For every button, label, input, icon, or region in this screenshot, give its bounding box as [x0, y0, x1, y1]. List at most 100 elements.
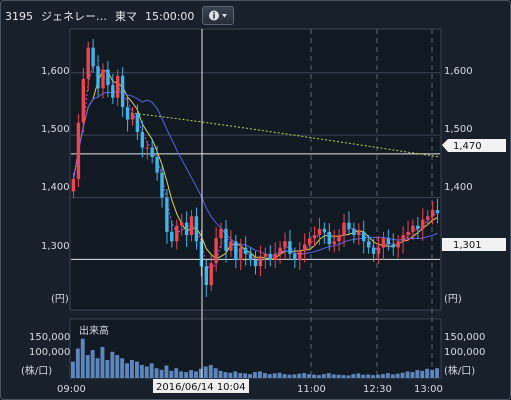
candle — [303, 233, 307, 263]
volume-bar — [341, 375, 346, 378]
candle — [91, 38, 95, 73]
volume-bar — [125, 363, 129, 379]
candle — [125, 95, 130, 132]
volume-bar — [213, 368, 218, 378]
candle — [229, 230, 233, 257]
candle — [150, 138, 154, 164]
volume-bar — [400, 372, 405, 378]
stock-name: ジェネレー… — [41, 10, 107, 23]
candle — [234, 235, 238, 269]
candle — [371, 238, 376, 262]
vol-unit-right: (株/口) — [444, 364, 475, 377]
volume-bar — [361, 374, 366, 378]
volume-bar — [292, 374, 297, 378]
volume-title: 出来高 — [79, 324, 109, 337]
y-tick-1600-left: 1,600 — [41, 66, 70, 77]
volume-bar — [253, 372, 257, 378]
volume-bar — [228, 372, 233, 378]
volume-bar — [420, 370, 425, 378]
volume-bar — [75, 348, 80, 378]
volume-bar — [115, 355, 120, 378]
candle — [293, 247, 297, 269]
candle — [322, 222, 327, 244]
candle — [155, 145, 159, 181]
volume-bar — [297, 373, 302, 378]
volume-bar — [302, 373, 307, 378]
candle — [416, 216, 420, 239]
volume-bar — [385, 373, 390, 378]
candle — [386, 229, 390, 251]
candle — [391, 233, 395, 256]
volume-bar — [410, 372, 415, 378]
volume-bar — [164, 365, 169, 378]
volume-bar — [130, 360, 134, 378]
vol-tick-100000-left: 100,000 — [29, 347, 70, 358]
volume-bar — [184, 372, 189, 378]
volume-bar — [149, 363, 154, 379]
volume-bar — [272, 373, 277, 378]
volume-bar — [267, 374, 272, 378]
candle — [111, 73, 115, 104]
candle — [357, 223, 361, 246]
volume-bar — [100, 346, 105, 378]
y-tick-1500-left: 1,500 — [41, 124, 70, 135]
price-badge-1470: 1,470 — [442, 139, 506, 152]
volume-bar — [435, 368, 439, 378]
candle — [243, 236, 248, 266]
candle — [298, 241, 302, 271]
candle — [312, 226, 317, 247]
candles — [71, 38, 440, 297]
candle — [71, 172, 76, 198]
candle — [224, 220, 228, 263]
volume-bar — [376, 374, 380, 378]
volume-bar — [95, 358, 100, 378]
volume-bar — [331, 374, 336, 378]
price-badge-1470-label: 1,470 — [453, 141, 482, 152]
volume-bar — [425, 368, 430, 378]
chart-header: 3195 ジェネレー… 東マ 15:00:00 — [5, 5, 194, 27]
chevron-down-icon — [222, 14, 227, 18]
candle — [76, 113, 81, 187]
cursor-time-badge — [153, 379, 249, 393]
volume-bar — [223, 372, 228, 378]
y-unit-left: (円) — [51, 294, 69, 305]
candle — [347, 211, 351, 236]
volume-bar — [135, 361, 139, 378]
candle — [332, 230, 336, 253]
candle — [406, 220, 410, 242]
info-dropdown-button[interactable] — [202, 6, 234, 25]
x-tick-1100: 11:00 — [297, 384, 326, 395]
candle — [219, 222, 223, 249]
volume-bar — [356, 373, 361, 378]
candle — [101, 63, 105, 99]
volume-bar — [144, 366, 149, 378]
vol-tick-150000-left: 150,000 — [29, 332, 70, 343]
x-tick-1300: 13:00 — [414, 384, 443, 395]
candle — [342, 213, 346, 247]
time-label: 15:00:00 — [145, 9, 195, 23]
candle — [283, 232, 287, 260]
volume-bar — [90, 350, 95, 378]
volume-bar — [248, 374, 252, 378]
x-tick-0900: 09:00 — [57, 384, 86, 395]
candle — [189, 210, 194, 242]
volume-bar — [243, 373, 248, 378]
candle — [135, 104, 140, 141]
volume-bar — [371, 375, 375, 378]
candle — [140, 120, 144, 158]
candle — [253, 251, 258, 275]
volume-bar — [390, 374, 395, 378]
candle — [145, 141, 149, 160]
candle — [175, 219, 179, 250]
volume-bar — [277, 372, 282, 378]
volume-bar — [346, 375, 351, 378]
candle — [273, 242, 277, 269]
volume-bar — [218, 370, 223, 378]
candle — [426, 210, 430, 226]
volume-bar — [159, 369, 164, 378]
volume-bar — [208, 364, 213, 378]
volume-bar — [120, 358, 125, 378]
price-badge-1301: 1,301 — [442, 238, 506, 251]
candle — [96, 55, 100, 97]
